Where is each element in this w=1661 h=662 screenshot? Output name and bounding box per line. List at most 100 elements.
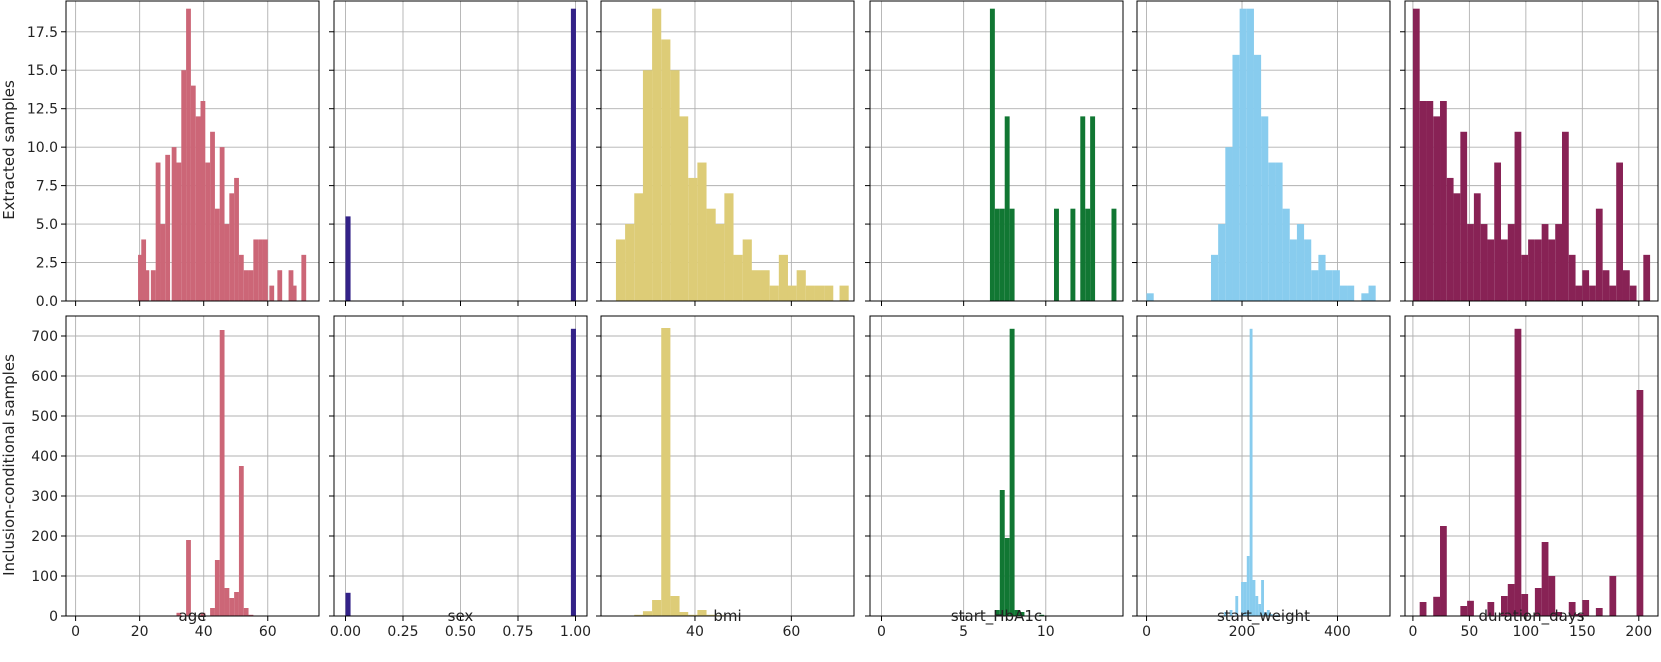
histogram-bar xyxy=(1494,162,1502,301)
histogram-bar xyxy=(210,608,215,616)
histogram-bar xyxy=(1243,582,1247,616)
histogram-bar xyxy=(570,8,576,301)
histogram-bar xyxy=(1241,582,1244,616)
histogram-bar xyxy=(253,239,259,301)
histogram-bar xyxy=(1473,193,1481,301)
row-label-extracted: Extracted samples xyxy=(0,80,18,220)
histogram-bar xyxy=(234,592,239,616)
axes-frame xyxy=(65,0,320,302)
histogram-bar xyxy=(1266,610,1270,616)
histogram-bar xyxy=(345,592,351,616)
panel-start_HbA1c-row0 xyxy=(865,0,1124,306)
histogram-bar xyxy=(1616,162,1623,301)
histogram-bar xyxy=(1433,116,1441,301)
panel-age-row0: 0.0 2.5 5.0 7.5 10.0 12.5 15.0 17.5 xyxy=(27,0,320,310)
histogram-bar xyxy=(679,116,689,301)
histogram-bar xyxy=(1582,270,1590,301)
histogram-bar xyxy=(176,162,182,301)
histogram-bar xyxy=(1296,224,1305,301)
y-tick-label: 400 xyxy=(31,449,58,465)
histogram-bar xyxy=(1453,193,1461,301)
histogram-bar xyxy=(214,208,220,301)
histogram-bar xyxy=(1467,224,1474,301)
histogram-bar xyxy=(706,208,716,301)
histogram-bar xyxy=(224,224,230,301)
panel-age-row1: 0 100 200 300 400 500 600 700 0 20 40 60 age xyxy=(31,315,320,640)
histogram-bar xyxy=(1534,239,1542,301)
x-tick-label: 0 xyxy=(877,624,886,640)
histogram-bar xyxy=(243,270,249,301)
y-tick-label: 500 xyxy=(31,409,58,425)
histogram-bar xyxy=(1146,293,1154,301)
histogram-bar xyxy=(1368,285,1376,301)
axes-frame xyxy=(869,0,1124,302)
histogram-bar xyxy=(661,39,671,301)
histogram-bar xyxy=(670,70,680,301)
histogram-bar xyxy=(1090,116,1096,301)
histogram-bar xyxy=(760,270,770,301)
histogram-bar xyxy=(824,285,834,301)
histogram-bar xyxy=(670,596,680,616)
histogram-bar xyxy=(1261,116,1269,301)
histogram-bar xyxy=(715,224,725,301)
histogram-bar xyxy=(1561,131,1569,301)
histogram-bar xyxy=(1235,596,1239,616)
histogram-bar xyxy=(210,131,215,301)
axes-frame xyxy=(600,315,855,617)
histogram-bar xyxy=(706,614,716,616)
histogram-bar xyxy=(839,285,849,301)
x-tick-label: 60 xyxy=(259,624,277,640)
axes-frame xyxy=(869,315,1124,617)
x-axis-label: duration_days xyxy=(1478,607,1584,626)
histogram-bar xyxy=(1548,239,1556,301)
histogram-bar xyxy=(1575,614,1583,616)
histogram-bar xyxy=(688,177,698,301)
histogram-bar xyxy=(144,270,150,301)
panel-sex-row0 xyxy=(329,0,588,306)
histogram-bar xyxy=(1548,576,1556,616)
histogram-bar xyxy=(1325,270,1333,301)
histogram-bar xyxy=(1111,208,1117,301)
histogram-bar xyxy=(1009,208,1015,301)
histogram-bar xyxy=(150,270,156,301)
histogram-bar xyxy=(1595,608,1603,616)
histogram-bar xyxy=(1225,147,1233,301)
histogram-bar xyxy=(171,147,177,301)
histogram-bar xyxy=(1440,526,1447,616)
histogram-bar xyxy=(1014,610,1020,616)
x-tick-label: 40 xyxy=(195,624,213,640)
histogram-bar xyxy=(634,614,644,616)
histogram-bar xyxy=(805,285,815,301)
histogram-bar xyxy=(229,598,235,616)
histogram-bar xyxy=(1643,254,1651,301)
x-tick-label: 200 xyxy=(1229,624,1256,640)
histogram-bar xyxy=(751,270,761,301)
histogram-bar xyxy=(1602,270,1610,301)
x-tick-label: 0.50 xyxy=(445,624,476,640)
histogram-bar xyxy=(262,239,268,301)
histogram-bar xyxy=(1282,208,1290,301)
histogram-bar xyxy=(814,285,825,301)
histogram-bar xyxy=(688,614,698,616)
y-tick-label: 12.5 xyxy=(27,102,58,118)
histogram-bar xyxy=(1253,54,1262,301)
histogram-bar xyxy=(238,466,244,616)
histogram-bar xyxy=(1426,101,1434,301)
axes-frame xyxy=(600,0,855,302)
histogram-bar xyxy=(165,154,171,301)
histogram-bar xyxy=(1332,270,1340,301)
histogram-bar xyxy=(1568,602,1576,616)
axes-frame xyxy=(1136,315,1391,617)
histogram-bar xyxy=(625,224,635,301)
x-axis-label: start_weight xyxy=(1217,607,1310,626)
x-tick-label: 150 xyxy=(1569,624,1596,640)
histogram-bar xyxy=(190,85,196,301)
histogram-bar xyxy=(277,270,283,301)
histogram-bar xyxy=(345,216,351,301)
y-tick-label: 7.5 xyxy=(36,179,58,195)
histogram-bar xyxy=(1229,610,1233,616)
panel-duration_days-row1: 0 50 100 150 200 duration_days xyxy=(1400,315,1659,640)
histogram-bar xyxy=(1433,596,1441,616)
x-tick-label: 400 xyxy=(1324,624,1351,640)
histogram-bar xyxy=(1595,208,1603,301)
